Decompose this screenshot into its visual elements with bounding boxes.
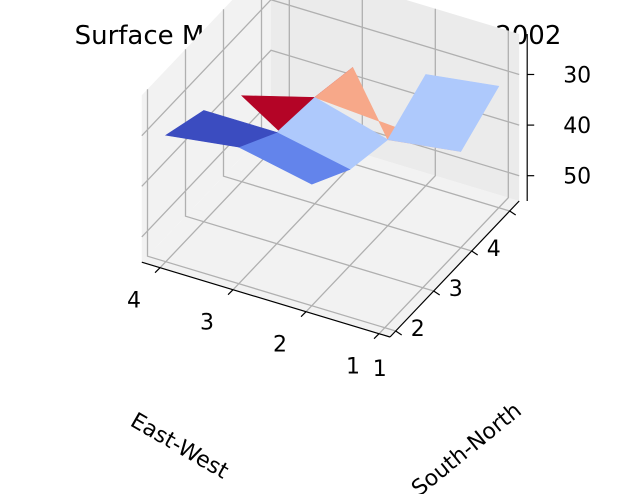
y-tick-mark <box>433 290 441 296</box>
y-tick-label: 2 <box>411 317 425 342</box>
y-tick-mark <box>509 210 517 216</box>
x-axis-line <box>141 261 391 338</box>
surface-patch <box>164 110 278 148</box>
z-tick-label: 50 <box>563 165 591 190</box>
y-axis-line <box>389 200 520 338</box>
grid-line-y <box>146 89 396 332</box>
axis-lines <box>141 34 528 338</box>
x-axis-label: East-West <box>126 408 233 484</box>
grid-line-y <box>222 9 472 252</box>
grid-line-x <box>378 30 509 335</box>
axis-panes <box>141 0 520 337</box>
grid-line-y <box>184 49 434 292</box>
x-tick-label: 1 <box>346 355 360 380</box>
x-tick-label: 3 <box>200 311 214 336</box>
x-tick-mark <box>154 267 161 274</box>
y-tick-label: 1 <box>373 357 387 382</box>
x-tick-mark <box>300 311 307 318</box>
y-axis-label: South-North <box>407 398 526 494</box>
grid-line-z <box>141 0 520 137</box>
z-tick-label: 30 <box>563 63 591 88</box>
y-tick-label: 4 <box>487 237 501 262</box>
y-tick-mark <box>395 330 403 336</box>
surface-patches <box>164 67 500 185</box>
y-tick-label: 3 <box>449 277 463 302</box>
x-tick-mark <box>227 289 234 296</box>
grid-line-x <box>305 8 436 313</box>
z-tick-label: 40 <box>563 114 591 139</box>
floor-pane <box>141 126 520 337</box>
x-tick-label: 2 <box>273 333 287 358</box>
x-tick-mark <box>373 333 380 340</box>
surface-patch <box>387 74 500 152</box>
x-tick-label: 4 <box>127 289 141 314</box>
y-tick-mark <box>471 250 479 256</box>
